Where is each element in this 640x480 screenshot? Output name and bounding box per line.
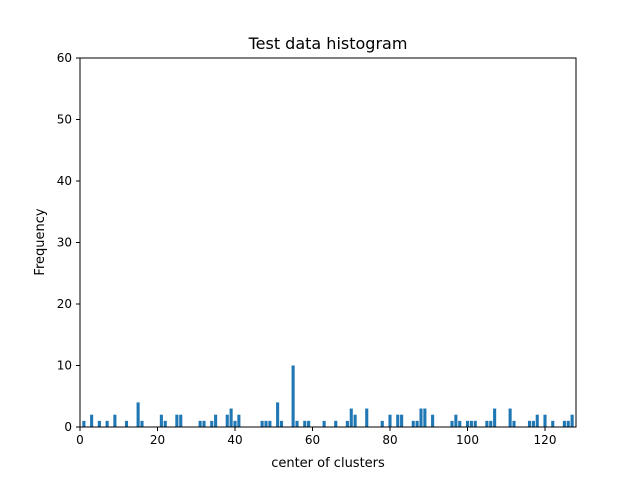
histogram-bar [485, 420, 489, 427]
histogram-bar [82, 420, 86, 427]
histogram-bar [264, 420, 268, 427]
histogram-bar [535, 414, 539, 427]
histogram-bar [419, 408, 423, 427]
x-axis-label: center of clusters [271, 456, 385, 471]
histogram-bar [295, 420, 299, 427]
histogram-bar [268, 420, 272, 427]
x-axis: 0 20 40 60 80 100 120 [76, 427, 556, 447]
histogram-bar [159, 414, 163, 427]
histogram-bar [365, 408, 369, 427]
histogram-bar [198, 420, 202, 427]
histogram-bar [411, 420, 415, 427]
histogram-bar [349, 408, 353, 427]
chart-title: Test data histogram [248, 34, 408, 53]
histogram-bar [202, 420, 206, 427]
histogram-bar [423, 408, 427, 427]
histogram-bar [527, 420, 532, 427]
x-tick-label: 120 [534, 433, 557, 447]
x-tick-label: 60 [305, 433, 320, 447]
histogram-bar [276, 402, 280, 427]
y-axis-label: Frequency [33, 208, 48, 275]
histogram-bar [225, 414, 229, 427]
y-tick-label: 50 [57, 113, 72, 127]
histogram-bar [237, 414, 241, 427]
histogram-bar [105, 420, 109, 427]
histogram-bar [465, 420, 470, 427]
y-tick-label: 60 [57, 51, 72, 65]
y-tick-label: 30 [57, 236, 72, 250]
histogram-bar [334, 420, 338, 427]
histogram-bar [473, 420, 477, 427]
histogram-bar [90, 414, 94, 427]
histogram-bar [179, 414, 183, 427]
y-tick-label: 40 [57, 174, 72, 188]
x-tick-label: 80 [382, 433, 397, 447]
histogram-bar [97, 420, 101, 427]
histogram-bar [454, 414, 458, 427]
histogram-bar [431, 414, 435, 427]
histogram-bar [210, 420, 214, 427]
histogram-bar [229, 408, 233, 427]
histogram-bar [175, 414, 179, 427]
y-tick-label: 0 [64, 420, 72, 434]
histogram-bar [140, 420, 144, 427]
histogram-bar [508, 408, 512, 427]
histogram-bar [458, 420, 462, 427]
histogram-bar [400, 414, 404, 427]
histogram-bar [469, 420, 473, 427]
histogram-bar [543, 414, 547, 427]
y-axis: 0 10 20 30 40 50 60 [57, 51, 80, 434]
x-tick-label: 100 [456, 433, 479, 447]
histogram-bar [345, 420, 349, 427]
histogram-bar [493, 408, 497, 427]
bars-group [82, 365, 574, 427]
histogram-bar [163, 420, 167, 427]
histogram-bar [562, 420, 566, 427]
histogram-bar [291, 365, 295, 427]
histogram-bar [489, 420, 493, 427]
histogram-bar [415, 420, 419, 427]
histogram-bar [124, 420, 129, 427]
histogram-bar [512, 420, 516, 427]
histogram-bar [113, 414, 117, 427]
histogram-bar [214, 414, 218, 427]
histogram-bar [307, 420, 311, 427]
x-tick-label: 20 [150, 433, 165, 447]
y-tick-label: 10 [57, 359, 72, 373]
histogram-bar [396, 414, 400, 427]
histogram-bar [303, 420, 307, 427]
histogram-bar [260, 420, 264, 427]
histogram-bar [233, 420, 237, 427]
histogram-bar [551, 420, 555, 427]
histogram-bar [531, 420, 535, 427]
histogram-bar [570, 414, 574, 427]
y-tick-label: 20 [57, 297, 72, 311]
x-tick-label: 0 [76, 433, 84, 447]
histogram-bar [450, 420, 454, 427]
histogram-bar [279, 420, 284, 427]
x-tick-label: 40 [227, 433, 242, 447]
histogram-bar [388, 414, 392, 427]
histogram-bar [136, 402, 140, 427]
histogram-bar [566, 420, 570, 427]
histogram-bar [380, 420, 384, 427]
histogram-bar [322, 420, 326, 427]
histogram-bar [353, 414, 357, 427]
